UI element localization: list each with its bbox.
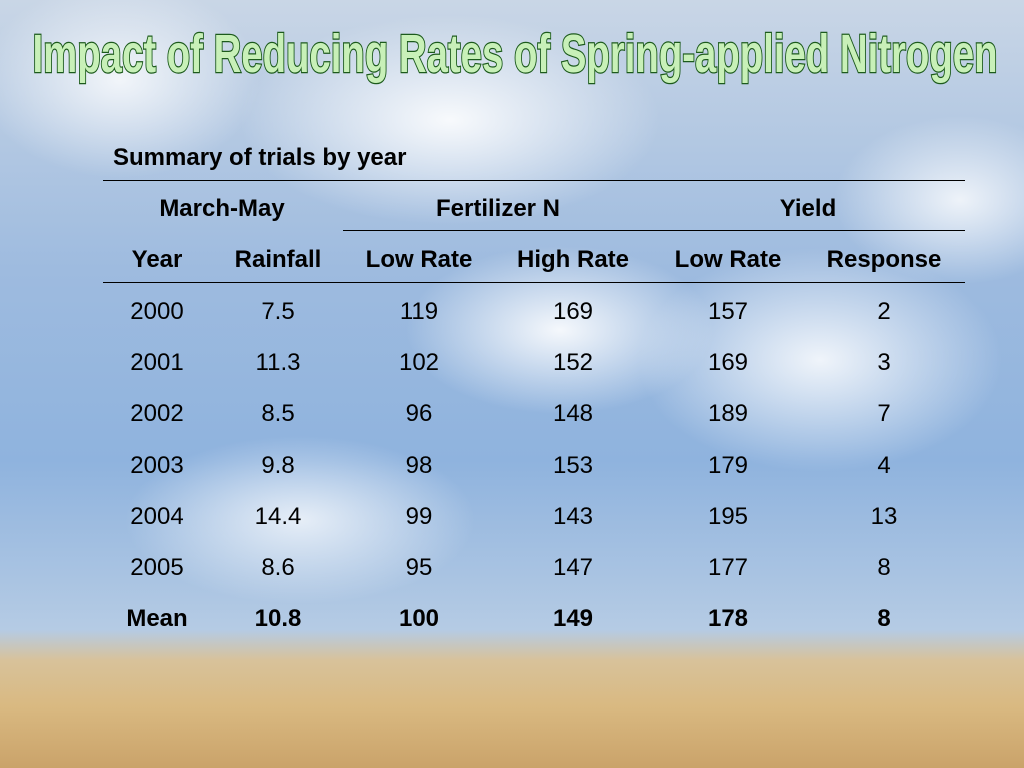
table-cell: 98 — [405, 451, 433, 479]
table-cell: 99 — [405, 502, 433, 530]
table-cell: 2001 — [130, 349, 184, 377]
summary-cell: 178 — [707, 605, 749, 633]
table-cell: 119 — [399, 298, 439, 325]
table-cell: 2005 — [130, 554, 184, 581]
table-cell: 7 — [877, 400, 891, 428]
rule — [103, 282, 965, 283]
title-area: Impact of Reducing Rates of Spring-appli… — [31, 23, 999, 86]
table-cell: 2004 — [130, 502, 184, 530]
table-cell: 169 — [552, 298, 594, 325]
table-cell: 96 — [405, 400, 433, 428]
table-cell: 2003 — [130, 451, 184, 479]
column-header: High Rate — [516, 246, 630, 273]
table-cell: 95 — [405, 554, 433, 581]
table-cell: 2000 — [130, 298, 184, 325]
table-cell: 189 — [707, 400, 749, 428]
table-cell: 8.5 — [261, 400, 295, 428]
table-cell: 179 — [707, 451, 749, 479]
table-cell: 195 — [707, 502, 749, 530]
column-header: Rainfall — [234, 246, 322, 273]
table-cell: 8 — [877, 554, 891, 581]
group-header: Yield — [779, 195, 837, 222]
table-cell: 148 — [552, 400, 594, 428]
table-cell: 3 — [877, 349, 891, 377]
summary-cell: 100 — [398, 605, 440, 633]
column-header: Low Rate — [365, 246, 473, 273]
table-cell: 11.3 — [255, 349, 301, 377]
table-cell: 177 — [707, 554, 749, 581]
summary-cell: 10.8 — [254, 605, 302, 633]
table-cell: 153 — [552, 451, 594, 479]
summary-cell: Mean — [126, 605, 188, 633]
table-cell: 13 — [870, 502, 898, 530]
column-header: Low Rate — [674, 246, 782, 273]
table-cell: 14.4 — [254, 502, 302, 530]
group-header: Fertilizer N — [435, 195, 561, 222]
table-cell: 169 — [707, 349, 749, 377]
table-cell: 8.6 — [261, 554, 295, 581]
slide-title: Impact of Reducing Rates of Spring-appli… — [33, 24, 998, 84]
table-cell: 157 — [707, 298, 749, 325]
rule — [103, 180, 965, 181]
table-cell: 143 — [552, 502, 594, 530]
table-caption: Summary of trials by year — [113, 144, 407, 171]
group-header: March-May — [159, 195, 285, 222]
summary-cell: 8 — [877, 605, 891, 633]
table-cell: 4 — [877, 451, 891, 479]
summary-cell: 149 — [552, 605, 594, 633]
table-cell: 7.5 — [261, 298, 295, 325]
table-cell: 152 — [552, 349, 594, 377]
column-header: Year — [131, 246, 183, 273]
table-cell: 2 — [877, 298, 891, 325]
table-cell: 9.8 — [261, 451, 295, 479]
table-cell: 102 — [398, 349, 440, 377]
table-cell: 147 — [552, 554, 594, 581]
column-header: Response — [826, 246, 942, 273]
rule — [343, 230, 965, 231]
table-cell: 2002 — [130, 400, 184, 428]
